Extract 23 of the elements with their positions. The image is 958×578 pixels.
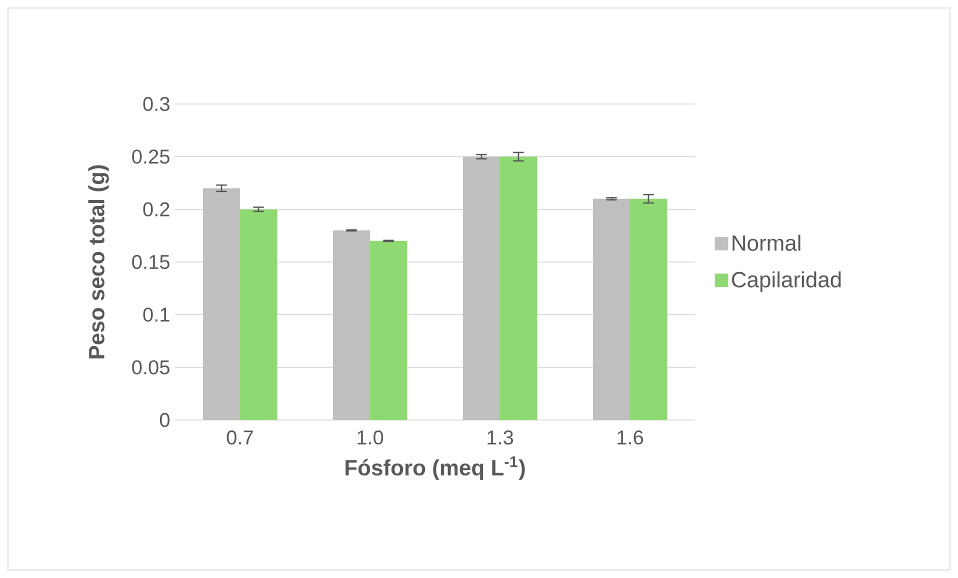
bar: [463, 156, 500, 420]
legend-label: Capilaridad: [732, 271, 841, 292]
bar: [500, 156, 537, 420]
y-tick-label: 0.3: [143, 96, 170, 112]
x-tick-label: 1.0: [358, 430, 384, 445]
y-tick-label: 0.25: [132, 150, 170, 164]
bar: [592, 198, 630, 420]
bar: [630, 198, 667, 420]
y-axis-title: Peso seco total (g): [88, 165, 109, 358]
y-tick-label: 0.2: [143, 202, 170, 216]
y-tick-label: 0.05: [132, 360, 170, 374]
bar: [240, 209, 278, 420]
bar: [333, 230, 370, 420]
bar: [203, 188, 240, 420]
x-tick-label: 1.6: [618, 430, 644, 445]
bar: [370, 240, 407, 420]
y-tick-label: 0.1: [143, 308, 170, 322]
x-tick-label: 1.3: [488, 430, 514, 445]
x-tick-label: 0.7: [226, 430, 253, 445]
y-tick-label: 0.15: [132, 254, 170, 270]
x-axis-title: Fósforo (meq L$^{-1}$): [346, 456, 525, 480]
y-tick-label: 0: [160, 412, 170, 428]
legend-label: Normal: [732, 234, 800, 251]
